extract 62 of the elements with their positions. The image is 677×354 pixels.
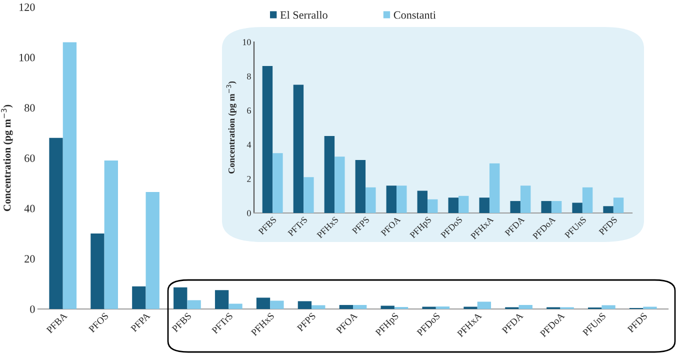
bar: [270, 300, 284, 309]
bar: [518, 304, 532, 309]
bar: [174, 287, 188, 309]
y-tick-label: 0: [247, 210, 251, 216]
bar: [293, 84, 304, 213]
y-axis-title: Concentration (pg m$^{−3}$): [226, 81, 236, 174]
bar: [353, 304, 367, 309]
bar: [510, 201, 520, 213]
bar: [386, 186, 397, 213]
bar: [428, 199, 438, 213]
bar: [146, 192, 160, 309]
bar: [603, 206, 614, 213]
bar: [613, 198, 624, 213]
bar: [582, 187, 593, 213]
y-axis-title: Concentration (pg m$^{−3}$): [1, 104, 13, 212]
bar: [187, 300, 201, 309]
bar: [256, 298, 270, 309]
bar: [366, 187, 376, 213]
bar: [436, 306, 450, 309]
y-tick-label: 10: [242, 39, 251, 46]
bar: [551, 201, 562, 213]
y-tick-label: 80: [24, 104, 35, 112]
y-tick-label: 60: [24, 154, 35, 162]
bar: [312, 305, 326, 309]
bar: [298, 301, 312, 309]
bar: [49, 138, 63, 309]
y-tick-label: 120: [20, 3, 35, 11]
bar: [304, 177, 314, 213]
bar: [489, 163, 500, 213]
y-tick-label: 6: [247, 108, 251, 114]
bar: [339, 304, 353, 309]
bar: [214, 290, 229, 309]
bar: [62, 42, 77, 309]
bar: [262, 66, 273, 213]
bar: [228, 304, 242, 309]
bar: [334, 156, 345, 213]
bar: [541, 201, 552, 213]
bar: [90, 234, 104, 309]
y-tick-label: 20: [24, 255, 35, 263]
bar: [396, 186, 407, 213]
bar: [572, 202, 582, 213]
y-tick-label: 4: [246, 142, 252, 148]
bar: [477, 302, 492, 309]
bar: [520, 186, 531, 213]
bar: [417, 190, 428, 213]
bar: [458, 196, 469, 213]
bar: [324, 136, 335, 213]
y-tick-label: 40: [24, 204, 35, 212]
bar: [380, 306, 394, 309]
bar: [448, 198, 458, 213]
bar: [132, 286, 146, 309]
y-tick-label: 8: [247, 73, 251, 80]
y-tick-label: 2: [247, 176, 251, 182]
legend-label: Constanti: [394, 11, 436, 19]
y-tick-label: 100: [20, 54, 35, 62]
bar: [479, 198, 490, 213]
bar: [272, 153, 283, 213]
bar: [104, 160, 118, 309]
bar: [355, 160, 366, 213]
y-tick-label: 0: [30, 305, 35, 313]
legend-label: El Serrallo: [280, 10, 328, 19]
bar: [602, 305, 616, 309]
